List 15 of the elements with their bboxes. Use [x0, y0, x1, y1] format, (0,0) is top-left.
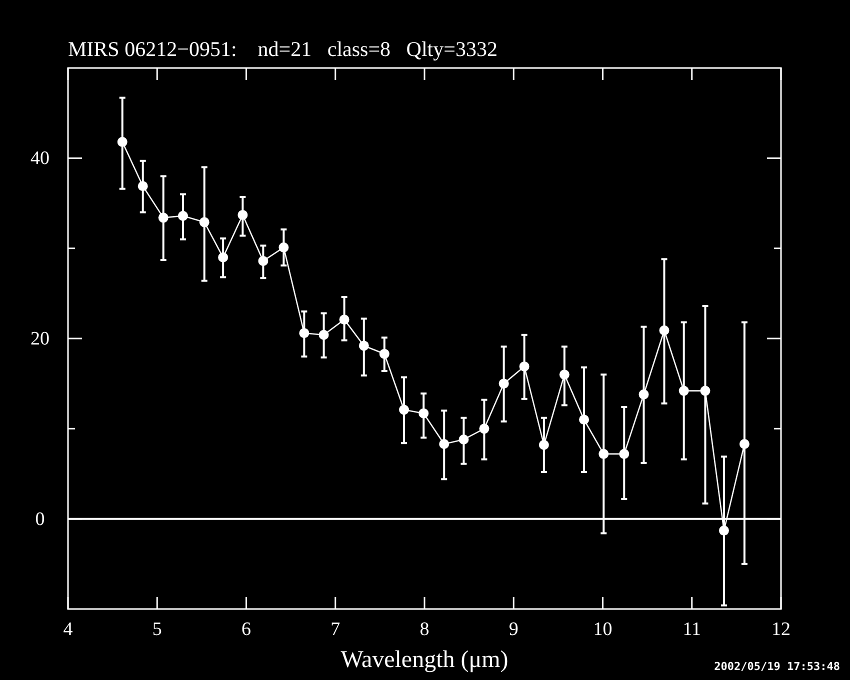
text: 2002/05/19 17:53:48	[714, 660, 840, 673]
x-tick-label: 6	[242, 619, 251, 640]
x-tick-label: 5	[152, 619, 162, 640]
x-tick-label: 11	[682, 619, 702, 640]
y-tick-label: 20	[30, 328, 50, 350]
y-tick-label: 40	[30, 148, 50, 170]
chart-title: MIRS 06212−0951: nd=21 class=8 Qlty=3332	[68, 37, 498, 61]
x-tick-label: 4	[63, 619, 74, 640]
x-tick-label: 7	[330, 619, 340, 640]
x-tick-label: 9	[508, 619, 518, 640]
y-tick-label: 0	[35, 508, 45, 530]
x-tick-label: 10	[593, 619, 612, 640]
x-axis-title: Wavelength (μm)	[340, 647, 508, 673]
x-tick-label: 8	[420, 619, 430, 640]
x-tick-label: 12	[772, 619, 790, 640]
